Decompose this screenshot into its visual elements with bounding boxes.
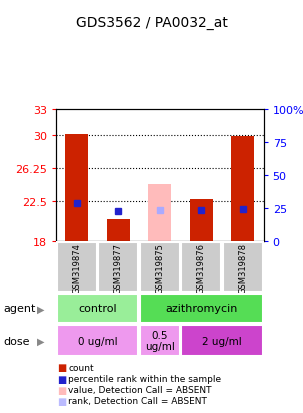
Text: 2 ug/ml: 2 ug/ml [202, 336, 242, 346]
Text: rank, Detection Call = ABSENT: rank, Detection Call = ABSENT [68, 396, 207, 406]
Bar [57, 242, 97, 293]
Bar [140, 294, 263, 323]
Text: ■: ■ [58, 396, 67, 406]
Text: value, Detection Call = ABSENT: value, Detection Call = ABSENT [68, 385, 212, 394]
Text: GSM319876: GSM319876 [197, 242, 206, 293]
Text: ■: ■ [58, 363, 67, 373]
Text: percentile rank within the sample: percentile rank within the sample [68, 374, 221, 383]
Text: dose: dose [3, 336, 29, 346]
Bar [223, 242, 263, 293]
Text: GSM319874: GSM319874 [72, 242, 81, 293]
Bar [140, 325, 180, 356]
Text: count: count [68, 363, 94, 372]
Text: azithromycin: azithromycin [165, 304, 238, 314]
Text: control: control [78, 304, 117, 314]
Bar [148, 184, 171, 242]
Text: agent: agent [3, 304, 35, 314]
Bar [98, 242, 138, 293]
Bar [107, 220, 130, 242]
Text: ■: ■ [58, 385, 67, 395]
Bar [181, 325, 263, 356]
Text: ■: ■ [58, 374, 67, 384]
Bar [57, 325, 138, 356]
Bar [190, 199, 213, 242]
Text: ▶: ▶ [37, 304, 45, 314]
Bar [140, 242, 180, 293]
Bar [181, 242, 221, 293]
Bar [65, 135, 88, 242]
Text: 0 ug/ml: 0 ug/ml [78, 336, 117, 346]
Text: 0.5
ug/ml: 0.5 ug/ml [145, 330, 175, 351]
Text: GDS3562 / PA0032_at: GDS3562 / PA0032_at [75, 16, 228, 30]
Bar [231, 137, 254, 242]
Text: GSM319877: GSM319877 [114, 242, 123, 293]
Text: GSM319878: GSM319878 [238, 242, 247, 293]
Text: ▶: ▶ [37, 336, 45, 346]
Bar [57, 294, 138, 323]
Text: GSM319875: GSM319875 [155, 242, 164, 293]
